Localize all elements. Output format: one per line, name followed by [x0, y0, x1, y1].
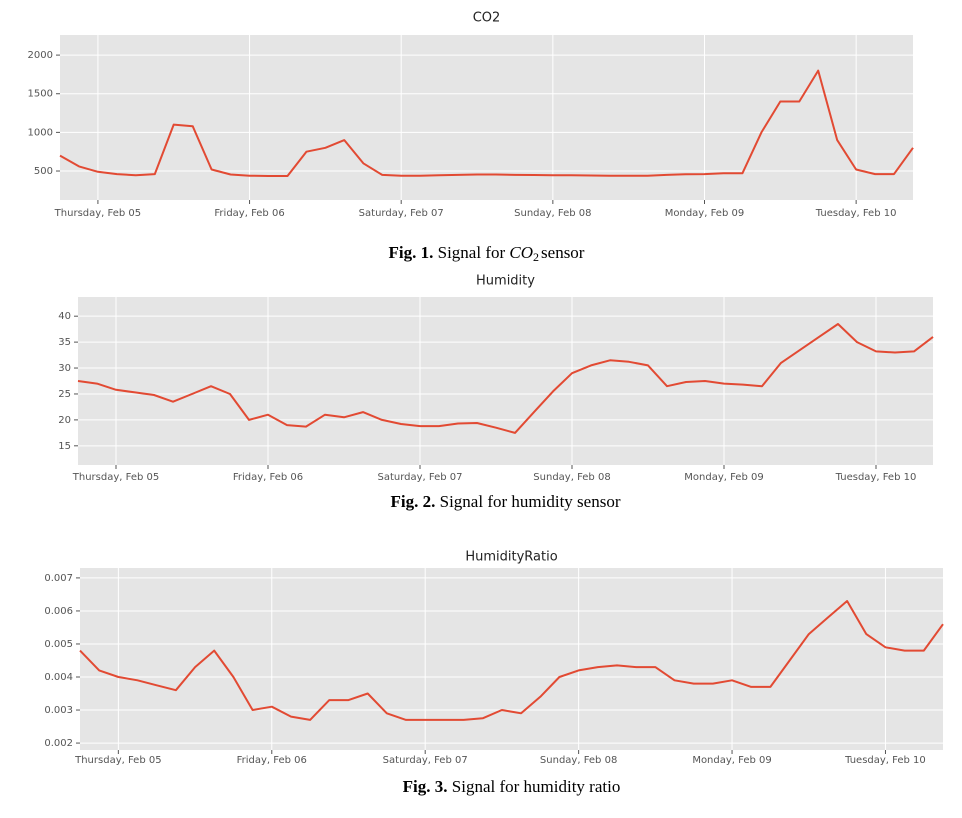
y-tick-label: 0.007: [44, 573, 73, 584]
plot-area: [80, 568, 943, 750]
caption: Fig. 2. Signal for humidity sensor: [391, 492, 621, 511]
y-tick-label: 1000: [28, 127, 53, 138]
x-tick-label: Friday, Feb 06: [233, 472, 303, 483]
y-tick-label: 0.003: [44, 705, 73, 716]
x-tick-label: Thursday, Feb 05: [72, 472, 159, 483]
x-tick-label: Monday, Feb 09: [684, 472, 763, 483]
y-tick-label: 2000: [28, 50, 53, 61]
y-tick-label: 1500: [28, 89, 53, 100]
x-tick-label: Tuesday, Feb 10: [844, 755, 926, 766]
chart-title: Humidity: [476, 274, 535, 289]
caption-label: Fig. 1.: [389, 243, 434, 262]
x-tick-label: Friday, Feb 06: [214, 208, 284, 219]
y-tick-label: 0.006: [44, 606, 73, 617]
y-tick-label: 20: [58, 415, 71, 426]
chart-title: HumidityRatio: [465, 550, 557, 565]
caption-text: Signal for: [438, 243, 510, 262]
chart-title: CO2: [473, 11, 501, 26]
x-tick-label: Tuesday, Feb 10: [815, 208, 897, 219]
y-tick-label: 500: [34, 166, 53, 177]
x-tick-label: Saturday, Feb 07: [383, 755, 468, 766]
x-tick-label: Friday, Feb 06: [237, 755, 307, 766]
y-tick-label: 0.005: [44, 639, 73, 650]
x-tick-label: Sunday, Feb 08: [533, 472, 610, 483]
y-tick-label: 40: [58, 311, 71, 322]
data-line: [59, 69, 914, 177]
x-tick-label: Sunday, Feb 08: [540, 755, 617, 766]
caption-label: Fig. 3.: [403, 777, 448, 796]
caption: Fig. 3. Signal for humidity ratio: [403, 777, 621, 796]
data-line: [79, 600, 944, 721]
x-tick-label: Monday, Feb 09: [665, 208, 744, 219]
x-tick-label: Thursday, Feb 05: [74, 755, 161, 766]
data-line: [77, 323, 934, 434]
caption: Fig. 1. Signal for CO2 sensor: [389, 243, 585, 264]
caption-text: 2: [533, 250, 539, 264]
plot-area: [78, 297, 933, 465]
x-tick-label: Sunday, Feb 08: [514, 208, 591, 219]
x-tick-label: Saturday, Feb 07: [377, 472, 462, 483]
y-tick-label: 25: [58, 389, 71, 400]
caption-label: Fig. 2.: [391, 492, 436, 511]
y-tick-label: 0.004: [44, 672, 73, 683]
caption-text: Signal for humidity sensor: [440, 492, 621, 511]
x-tick-label: Tuesday, Feb 10: [835, 472, 917, 483]
caption-text: Signal for humidity ratio: [452, 777, 621, 796]
x-tick-label: Thursday, Feb 05: [54, 208, 141, 219]
caption-text: CO: [509, 243, 533, 262]
y-tick-label: 35: [58, 337, 71, 348]
y-tick-label: 0.002: [44, 738, 73, 749]
y-tick-label: 30: [58, 363, 71, 374]
caption-text: sensor: [541, 243, 585, 262]
x-tick-label: Monday, Feb 09: [692, 755, 771, 766]
x-tick-label: Saturday, Feb 07: [359, 208, 444, 219]
y-tick-label: 15: [58, 441, 71, 452]
